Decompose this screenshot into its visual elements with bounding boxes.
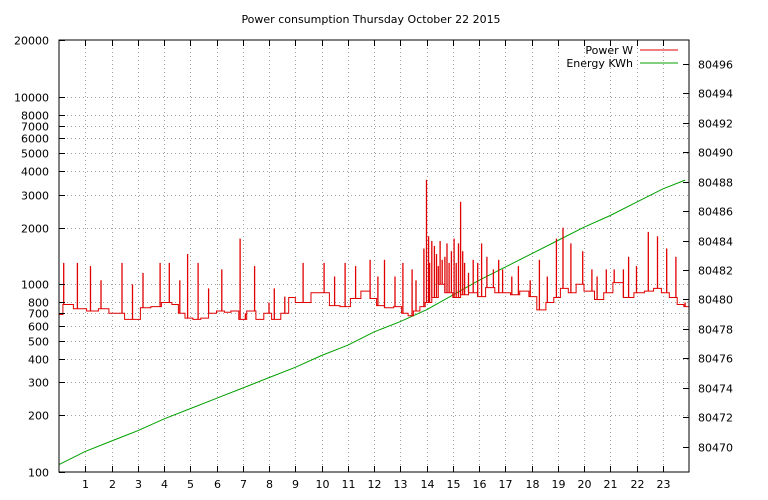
x-tick-label: 11 [342, 478, 356, 491]
x-tick-label: 18 [526, 478, 540, 491]
x-tick-label: 17 [499, 478, 513, 491]
x-tick-label: 8 [266, 478, 273, 491]
legend-label: Energy KWh [566, 57, 633, 70]
right-tick-label: 80488 [698, 177, 733, 190]
x-tick-label: 22 [631, 478, 645, 491]
x-tick-label: 9 [292, 478, 299, 491]
x-tick-label: 13 [394, 478, 408, 491]
x-tick-label: 16 [473, 478, 487, 491]
x-tick-label: 10 [316, 478, 330, 491]
x-tick-label: 5 [187, 478, 194, 491]
x-tick-label: 4 [161, 478, 168, 491]
right-tick-label: 80496 [698, 59, 733, 72]
right-tick-label: 80484 [698, 236, 733, 249]
x-tick-label: 7 [240, 478, 247, 491]
right-axis: 80470 80472 80474 80476 80478 80480 80482 80484… [683, 59, 733, 455]
left-tick-label: 3000 [21, 190, 49, 203]
right-tick-label: 80474 [698, 383, 733, 396]
left-tick-label: 20000 [14, 35, 49, 48]
legend-label: Power W [585, 44, 633, 57]
right-tick-label: 80470 [698, 442, 733, 455]
power-series [59, 179, 689, 320]
right-tick-label: 80492 [698, 118, 733, 131]
chart-title: Power consumption Thursday October 22 20… [241, 13, 500, 26]
right-tick-label: 80494 [698, 88, 733, 101]
right-tick-label: 80478 [698, 324, 733, 337]
right-tick-label: 80480 [698, 294, 733, 307]
left-tick-label: 200 [28, 410, 49, 423]
left-tick-label: 10000 [14, 92, 49, 105]
x-tick-label: 15 [447, 478, 461, 491]
x-tick-label: 23 [657, 478, 671, 491]
grid-lines [59, 40, 689, 472]
left-tick-label: 4000 [21, 166, 49, 179]
left-tick-label: 2000 [21, 223, 49, 236]
x-tick-label: 12 [368, 478, 382, 491]
right-tick-label: 80476 [698, 353, 733, 366]
left-tick-label: 100 [28, 467, 49, 480]
right-tick-label: 80490 [698, 147, 733, 160]
right-tick-label: 80486 [698, 206, 733, 219]
left-tick-label: 800 [28, 297, 49, 310]
left-tick-label: 7000 [21, 121, 49, 134]
left-tick-label: 5000 [21, 148, 49, 161]
left-tick-label: 400 [28, 354, 49, 367]
x-tick-label: 14 [421, 478, 435, 491]
x-tick-label: 19 [552, 478, 566, 491]
left-tick-label: 1000 [21, 279, 49, 292]
left-tick-label: 6000 [21, 133, 49, 146]
left-tick-label: 8000 [21, 110, 49, 123]
left-tick-label: 300 [28, 377, 49, 390]
x-tick-label: 20 [578, 478, 592, 491]
x-tick-label: 2 [109, 478, 116, 491]
x-tick-label: 3 [135, 478, 142, 491]
x-tick-label: 1 [82, 478, 89, 491]
x-tick-label: 6 [214, 478, 221, 491]
left-tick-label: 500 [28, 336, 49, 349]
right-tick-label: 80482 [698, 265, 733, 278]
energy-line [58, 179, 686, 466]
x-axis: 1 2 3 4 5 6 7 8 9 10 11 12 13 14 15 16 17 18 19 20 21 22 23 [82, 40, 671, 491]
left-tick-label: 600 [28, 321, 49, 334]
energy-series [58, 179, 686, 466]
right-tick-label: 80472 [698, 412, 733, 425]
left-tick-label: 700 [28, 308, 49, 321]
x-tick-label: 21 [604, 478, 618, 491]
